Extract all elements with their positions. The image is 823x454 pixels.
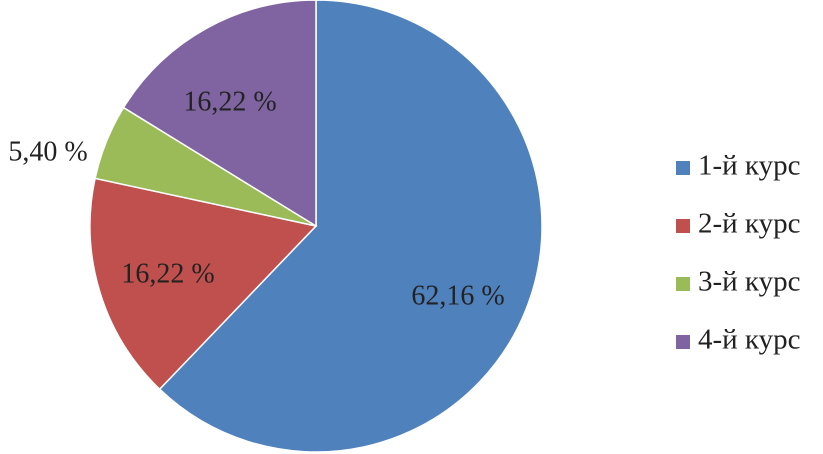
legend-item-3: 3-й курс: [676, 266, 800, 298]
legend-label-2: 2-й курс: [698, 208, 800, 240]
legend-item-4: 4-й курс: [676, 324, 800, 356]
pie-slice-4: [122, 0, 317, 228]
slice-value-label-2: 16,22 %: [121, 258, 214, 289]
legend-swatch-3: [676, 277, 690, 291]
legend-label-4: 4-й курс: [698, 324, 800, 356]
pie-slice-2: [89, 177, 318, 391]
slice-value-label-1: 62,16 %: [411, 280, 504, 311]
legend-swatch-4: [676, 335, 690, 349]
pie-data-labels: 62,16 % 16,22 % 5,40 % 16,22 %: [8, 86, 504, 311]
legend-item-2: 2-й курс: [676, 208, 800, 240]
legend-swatch-2: [676, 219, 690, 233]
pie-slices: [89, 0, 543, 453]
slice-value-label-3: 5,40 %: [8, 136, 87, 167]
legend-label-3: 3-й курс: [698, 266, 800, 298]
legend-swatch-1: [676, 161, 690, 175]
legend-label-1: 1-й курс: [698, 150, 800, 182]
slice-value-label-4: 16,22 %: [183, 86, 276, 117]
pie-slice-1: [158, 0, 543, 453]
legend-item-1: 1-й курс: [676, 150, 800, 182]
legend: 1-й курс 2-й курс 3-й курс 4-й курс: [676, 150, 800, 356]
